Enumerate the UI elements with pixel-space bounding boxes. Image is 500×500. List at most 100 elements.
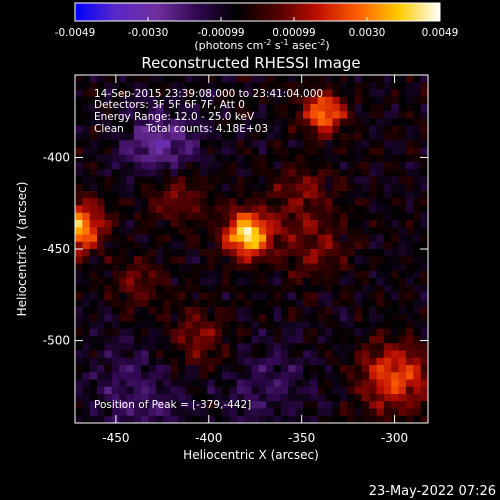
heatmap-cell <box>317 104 326 112</box>
heatmap-cell <box>236 147 245 156</box>
heatmap-cell <box>317 111 326 119</box>
heatmap-cell <box>369 307 377 315</box>
heatmap-cell <box>200 140 208 148</box>
heatmap-cell <box>200 118 208 127</box>
heatmap-cell <box>398 198 407 206</box>
heatmap-cell <box>383 234 392 243</box>
heatmap-cell <box>273 169 282 177</box>
heatmap-cell <box>339 212 348 221</box>
heatmap-cell <box>214 285 223 293</box>
heatmap-cell <box>111 299 120 308</box>
heatmap-cell <box>332 299 341 308</box>
heatmap-cell <box>361 386 370 395</box>
heatmap-cell <box>398 386 407 395</box>
heatmap-cell <box>266 299 274 308</box>
heatmap-cell <box>251 299 260 308</box>
heatmap-cell <box>317 372 326 380</box>
heatmap-cell <box>75 89 83 98</box>
heatmap-cell <box>214 118 223 127</box>
heatmap-cell <box>369 227 377 235</box>
heatmap-cell <box>82 147 91 156</box>
heatmap-cell <box>310 350 319 359</box>
heatmap-cell <box>405 133 414 141</box>
heatmap-cell <box>420 415 429 424</box>
heatmap-cell <box>251 212 260 221</box>
heatmap-cell <box>236 415 245 424</box>
heatmap-cell <box>420 89 429 98</box>
heatmap-cell <box>82 162 91 170</box>
heatmap-cell <box>273 104 282 112</box>
heatmap-cell <box>251 285 260 293</box>
heatmap-cell <box>332 140 341 148</box>
heatmap-cell <box>258 292 267 301</box>
heatmap-cell <box>310 357 319 366</box>
heatmap-cell <box>82 350 91 359</box>
heatmap-cell <box>104 183 113 192</box>
heatmap-cell <box>111 96 120 105</box>
heatmap-cell <box>244 365 252 373</box>
heatmap-cell <box>376 169 385 177</box>
heatmap-cell <box>383 386 392 395</box>
heatmap-cell <box>207 394 216 402</box>
heatmap-cell <box>405 227 414 235</box>
heatmap-cell <box>163 372 171 380</box>
heatmap-cell <box>236 285 245 293</box>
heatmap-cell <box>332 234 341 243</box>
heatmap-cell <box>222 270 230 279</box>
heatmap-cell <box>273 394 282 402</box>
heatmap-cell <box>200 154 208 163</box>
heatmap-cell <box>148 104 157 112</box>
heatmap-cell <box>75 227 83 235</box>
heatmap-cell <box>376 140 385 148</box>
heatmap-cell <box>266 169 274 177</box>
heatmap-cell <box>75 285 83 293</box>
heatmap-cell <box>295 111 304 119</box>
heatmap-cell <box>163 314 171 322</box>
heatmap-cell <box>339 89 348 98</box>
heatmap-cell <box>391 96 399 105</box>
heatmap-cell <box>325 140 333 148</box>
colorbar-tick-label: -0.0030 <box>128 27 169 39</box>
heatmap-cell <box>244 169 252 177</box>
heatmap-cell <box>280 408 289 417</box>
heatmap-cell <box>317 285 326 293</box>
heatmap-cell <box>405 365 414 373</box>
heatmap-cell <box>185 220 194 228</box>
heatmap-cell <box>200 321 208 330</box>
x-axis-ticks: -450 -400 -350 -300 <box>102 75 408 445</box>
heatmap-cell <box>376 321 385 330</box>
heatmap-cell <box>273 285 282 293</box>
heatmap-cell <box>75 343 83 351</box>
heatmap-cell <box>369 386 377 395</box>
heatmap-cell <box>376 104 385 112</box>
heatmap-cell <box>273 336 282 344</box>
heatmap-cell <box>295 270 304 279</box>
heatmap-cell <box>398 133 407 141</box>
heatmap-cell <box>200 220 208 228</box>
heatmap-cell <box>347 394 355 402</box>
heatmap-cell <box>347 256 355 264</box>
heatmap-cell <box>354 227 363 235</box>
heatmap-cell <box>200 205 208 214</box>
heatmap-cell <box>185 89 194 98</box>
heatmap-cell <box>207 212 216 221</box>
heatmap-cell <box>97 263 105 272</box>
heatmap-cell <box>420 162 429 170</box>
heatmap-cell <box>398 118 407 127</box>
heatmap-cell <box>391 401 399 409</box>
heatmap-cell <box>207 125 216 134</box>
heatmap-cell <box>200 125 208 134</box>
heatmap-cell <box>89 314 98 322</box>
heatmap-cell <box>148 125 157 134</box>
heatmap-cell <box>207 205 216 214</box>
heatmap-cell <box>141 220 149 228</box>
heatmap-cell <box>155 314 164 322</box>
heatmap-cell <box>339 365 348 373</box>
heatmap-cell <box>244 147 252 156</box>
heatmap-cell <box>383 75 392 83</box>
heatmap-cell <box>222 111 230 119</box>
heatmap-cell <box>266 75 274 83</box>
heatmap-cell <box>111 270 120 279</box>
heatmap-cell <box>170 372 179 380</box>
heatmap-cell <box>141 249 149 257</box>
